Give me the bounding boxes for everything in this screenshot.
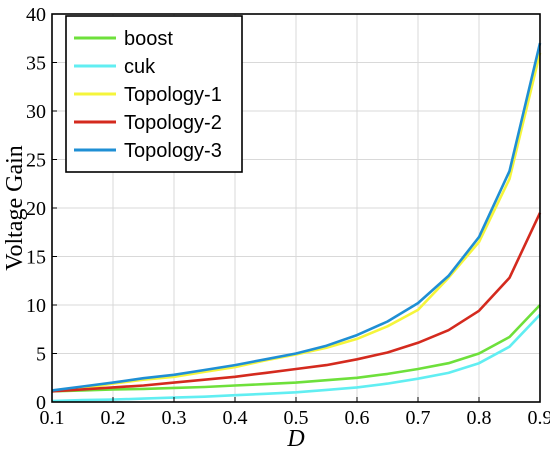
legend-label-topology-2: Topology-2 bbox=[124, 112, 222, 134]
legend-label-boost: boost bbox=[124, 28, 173, 50]
legend: boost cuk Topology-1 Topology-2 Topology-3 bbox=[66, 16, 242, 172]
legend-label-topology-3: Topology-3 bbox=[124, 140, 222, 162]
x-tick-label: 0.8 bbox=[467, 407, 492, 429]
legend-label-topology-1: Topology-1 bbox=[124, 84, 222, 106]
y-tick-label: 10 bbox=[26, 295, 46, 317]
x-tick-label: 0.4 bbox=[223, 407, 248, 429]
y-tick-label: 30 bbox=[26, 101, 46, 123]
x-tick-label: 0.7 bbox=[406, 407, 431, 429]
y-tick-label: 15 bbox=[26, 247, 46, 269]
y-tick-label: 40 bbox=[26, 4, 46, 26]
x-tick-label: 0.3 bbox=[162, 407, 187, 429]
x-axis-label: D bbox=[286, 426, 304, 452]
y-tick-label: 25 bbox=[26, 150, 46, 172]
legend-label-cuk: cuk bbox=[124, 56, 156, 78]
y-tick-label: 35 bbox=[26, 53, 46, 75]
y-axis-label: Voltage Gain bbox=[2, 145, 28, 271]
y-tick-label: 5 bbox=[36, 344, 46, 366]
x-tick-label: 0.6 bbox=[345, 407, 370, 429]
x-tick-label: 0.2 bbox=[101, 407, 126, 429]
y-tick-label: 20 bbox=[26, 198, 46, 220]
y-tick-label: 0 bbox=[36, 392, 46, 414]
x-tick-label: 0.9 bbox=[528, 407, 550, 429]
